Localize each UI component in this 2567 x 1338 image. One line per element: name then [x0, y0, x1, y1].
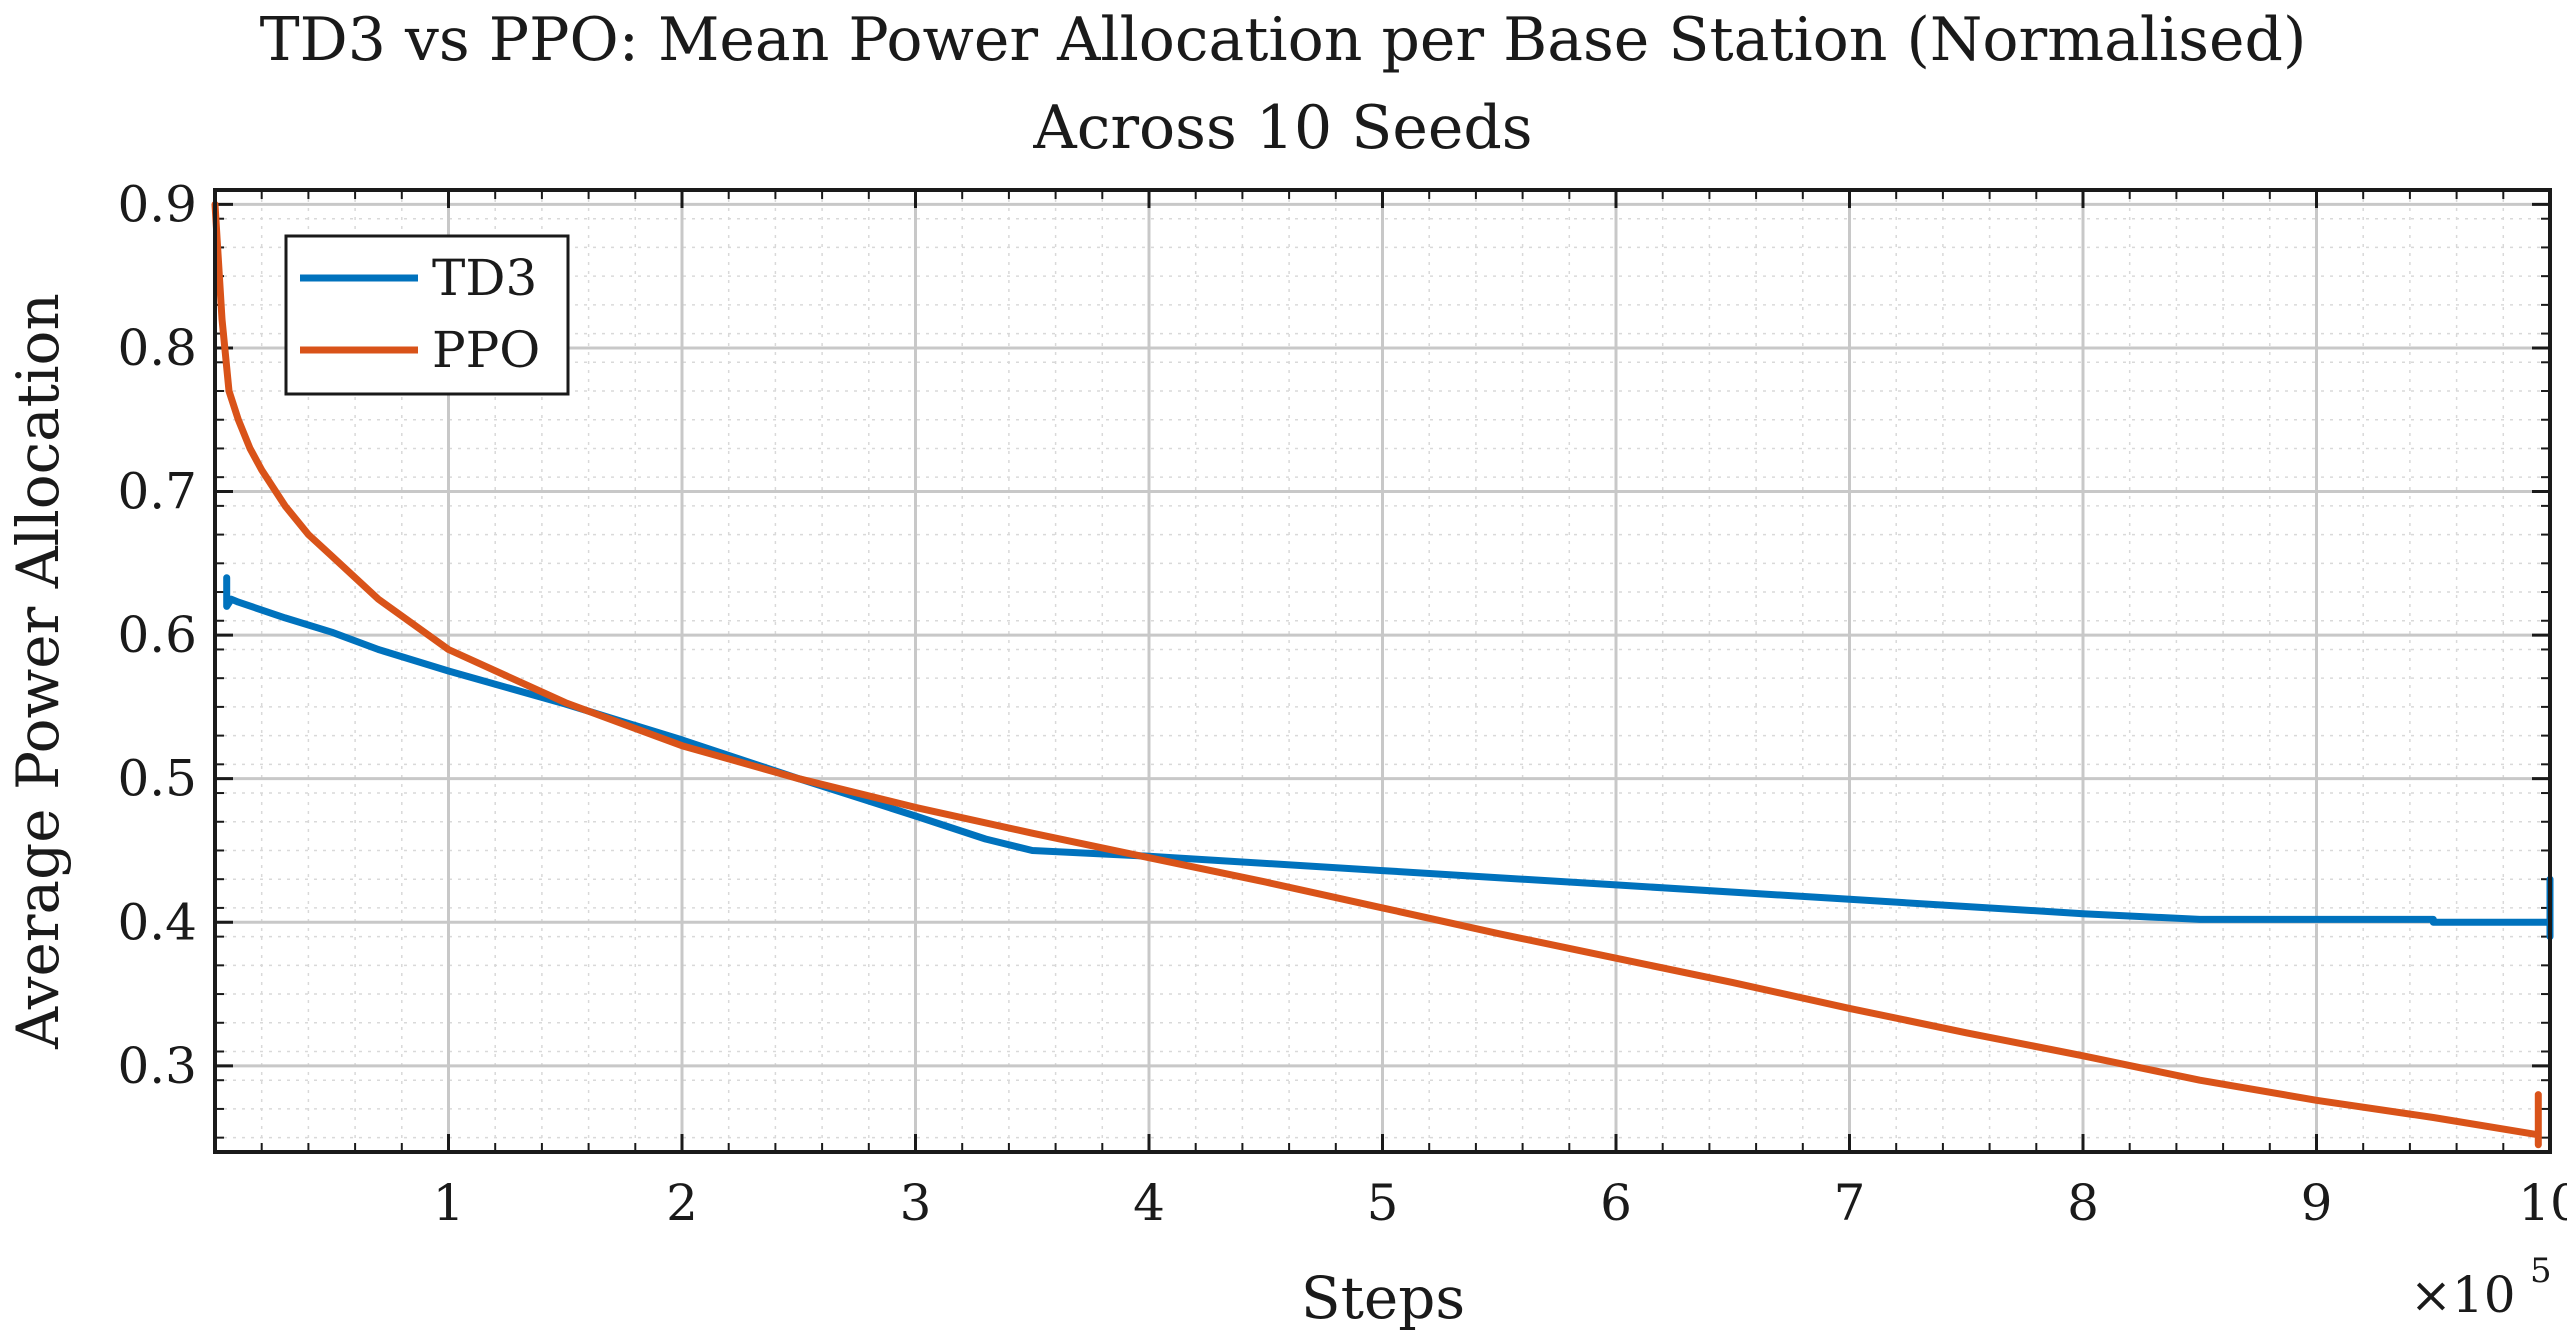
x-tick-label: 8 [2067, 1174, 2099, 1232]
legend-label-td3: TD3 [432, 249, 537, 307]
x-axis-label: Steps [1301, 1264, 1465, 1332]
plot-area [211, 200, 2554, 1149]
y-tick-label: 0.7 [117, 463, 197, 521]
tick-labels: 1 2 3 4 5 6 7 8 9 10 0.3 0.4 0.5 0.6 0.7 0.8 0.9 [117, 175, 2567, 1232]
y-tick-label: 0.8 [117, 319, 197, 377]
legend-label-ppo: PPO [432, 321, 540, 379]
x-tick-label: 10 [2518, 1174, 2567, 1232]
y-tick-label: 0.6 [117, 606, 197, 664]
plot-frame [213, 188, 2552, 1154]
y-tick-label: 0.9 [117, 175, 197, 233]
x-tick-label: 5 [1367, 1174, 1399, 1232]
x-tick-label: 3 [900, 1174, 932, 1232]
grid [215, 190, 2552, 1152]
legend-box [284, 234, 570, 396]
chart-subtitle: Across 10 Seeds [1032, 93, 1532, 163]
x-tick-label: 4 [1133, 1174, 1165, 1232]
x-exponent-base: ×10 [2410, 1266, 2516, 1324]
x-tick-label: 6 [1600, 1174, 1632, 1232]
series-line-td3 [223, 574, 2554, 941]
x-exponent: ×10 5 [2410, 1251, 2552, 1324]
x-tick-label: 1 [433, 1174, 465, 1232]
series-line-ppo [211, 200, 2542, 1149]
y-tick-label: 0.5 [117, 750, 197, 808]
legend: TD3 PPO [284, 234, 570, 396]
y-axis-label: Average Power Allocation [4, 293, 72, 1050]
x-tick-label: 9 [2301, 1174, 2333, 1232]
x-exponent-power: 5 [2530, 1251, 2552, 1291]
x-tick-label: 7 [1834, 1174, 1866, 1232]
chart-title: TD3 vs PPO: Mean Power Allocation per Ba… [260, 5, 2307, 75]
x-tick-label: 2 [666, 1174, 698, 1232]
series-lines [211, 200, 2554, 1149]
y-tick-label: 0.4 [117, 893, 197, 951]
y-tick-label: 0.3 [117, 1037, 197, 1095]
